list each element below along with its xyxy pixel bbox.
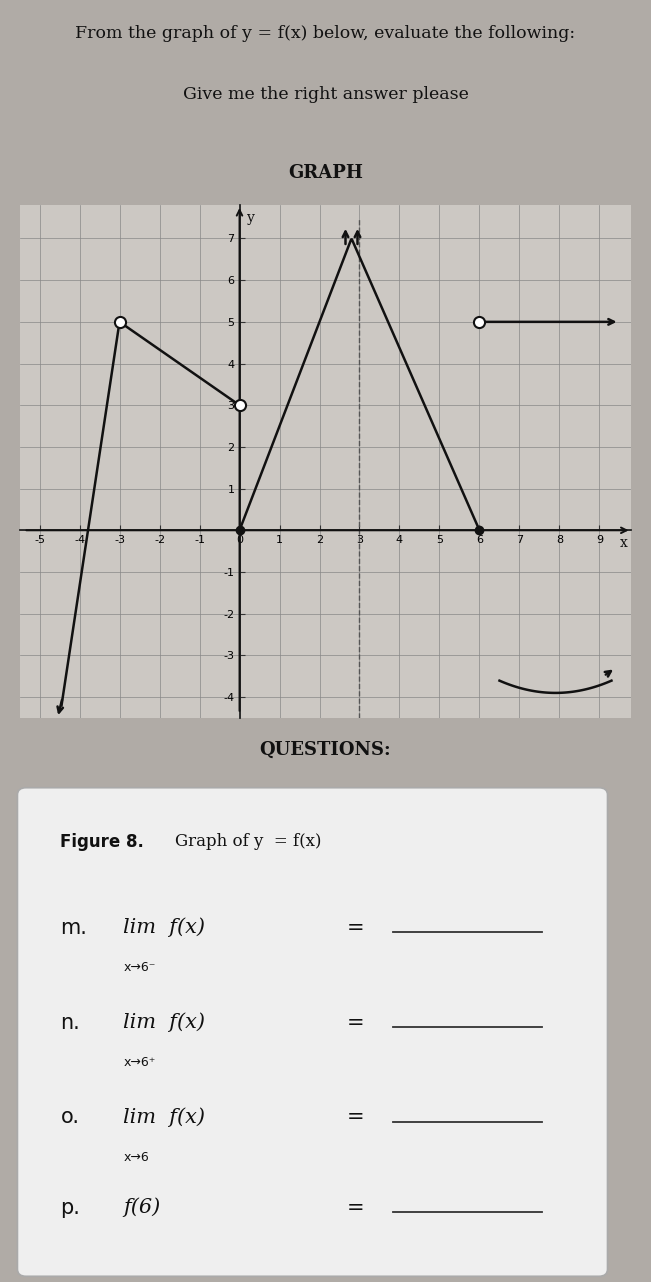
Text: f(6): f(6) <box>124 1197 161 1218</box>
Text: y: y <box>247 210 255 224</box>
Text: x: x <box>620 536 628 550</box>
Text: From the graph of y = f(x) below, evaluate the following:: From the graph of y = f(x) below, evalua… <box>76 24 575 41</box>
Text: Graph of y  = f(x): Graph of y = f(x) <box>175 833 322 850</box>
Text: Give me the right answer please: Give me the right answer please <box>182 86 469 103</box>
Text: x→6⁺: x→6⁺ <box>124 1056 156 1069</box>
Text: x→6: x→6 <box>124 1151 149 1164</box>
Text: QUESTIONS:: QUESTIONS: <box>260 741 391 759</box>
Text: lim  f(x): lim f(x) <box>124 1013 206 1032</box>
Text: GRAPH: GRAPH <box>288 164 363 182</box>
Text: o.: o. <box>61 1108 79 1127</box>
Text: =: = <box>347 1108 365 1127</box>
Text: n.: n. <box>61 1013 80 1032</box>
Text: m.: m. <box>61 918 87 937</box>
Text: =: = <box>347 918 365 937</box>
Text: Figure 8.: Figure 8. <box>61 833 145 851</box>
Text: lim  f(x): lim f(x) <box>124 1108 206 1127</box>
Text: p.: p. <box>61 1197 80 1218</box>
Text: =: = <box>347 1013 365 1032</box>
Text: lim  f(x): lim f(x) <box>124 918 206 937</box>
Text: =: = <box>347 1197 365 1218</box>
FancyBboxPatch shape <box>18 787 607 1277</box>
Text: x→6⁻: x→6⁻ <box>124 962 156 974</box>
